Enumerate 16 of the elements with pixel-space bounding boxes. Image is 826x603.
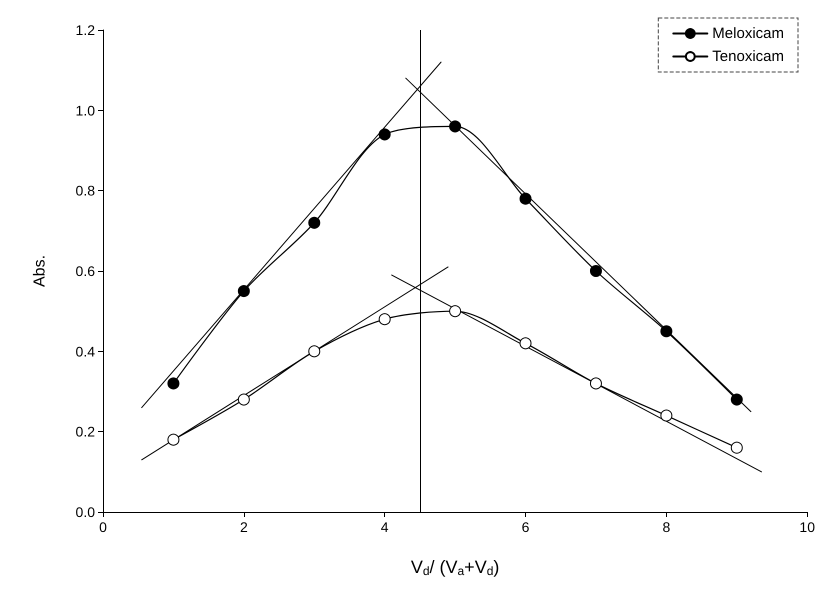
x-tick-label: 10 (799, 519, 816, 535)
y-tick-label: 1.0 (76, 102, 96, 118)
x-tick-label: 4 (380, 519, 389, 535)
y-tick-label: 0.4 (76, 343, 96, 360)
legend-label: Tenoxicam (712, 48, 784, 65)
legend-label: Meloxicam (712, 25, 784, 42)
y-tick-label: 0.6 (76, 263, 96, 279)
x-tick-label: 6 (522, 519, 530, 535)
x-tick-label: 2 (240, 519, 248, 535)
y-tick-label: 0.2 (76, 424, 96, 440)
y-tick-label: 1.2 (76, 22, 96, 38)
x-tick-label: 8 (662, 519, 670, 535)
y-tick-label: 0.8 (76, 182, 96, 199)
x-tick-label: 0 (99, 519, 108, 535)
y-axis-title: Abs. (32, 254, 48, 288)
y-tick-label: 0.0 (76, 504, 96, 520)
